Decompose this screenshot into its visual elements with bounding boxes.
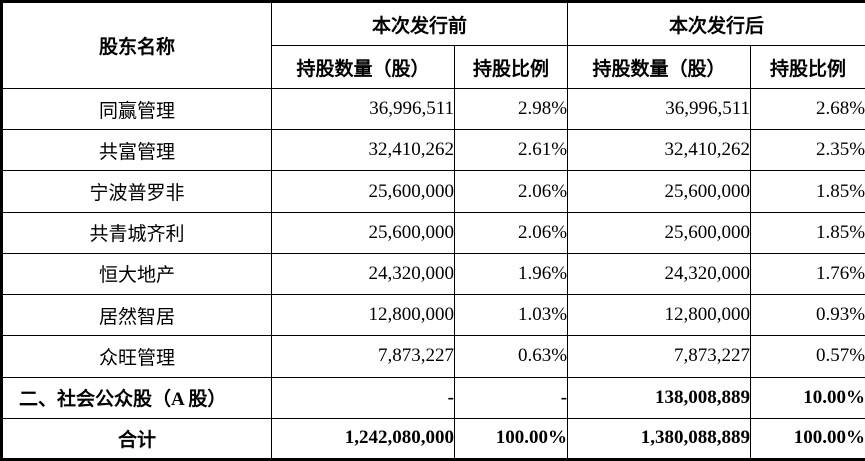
post-ratio-cell: 10.00%	[750, 376, 865, 419]
post-ratio-cell: 2.68%	[750, 87, 865, 131]
shareholder-name-cell: 恒大地产	[1, 252, 272, 296]
pre-shares-cell: 1,242,080,000	[271, 417, 455, 461]
post-shares-cell: 7,873,227	[567, 335, 752, 378]
col-header-post-ratio: 持股比例	[750, 45, 865, 89]
post-ratio-cell: 100.00%	[750, 417, 865, 461]
post-shares-cell: 25,600,000	[567, 170, 752, 213]
post-ratio-cell: 1.85%	[750, 170, 865, 213]
post-shares-cell: 36,996,511	[567, 87, 752, 131]
post-shares-cell: 32,410,262	[567, 129, 752, 172]
col-header-shareholder-name: 股东名称	[1, 1, 272, 89]
post-ratio-cell: 0.57%	[750, 335, 865, 378]
table-row: 恒大地产 24,320,000 1.96% 24,320,000 1.76%	[1, 252, 865, 296]
header-row-top: 股东名称 本次发行前 本次发行后	[1, 1, 865, 89]
pre-ratio-cell: 2.06%	[453, 170, 569, 213]
shareholder-name-cell: 众旺管理	[1, 335, 272, 378]
pre-ratio-cell: 1.03%	[453, 294, 569, 337]
post-shares-cell: 25,600,000	[567, 211, 752, 254]
table-row: 宁波普罗非 25,600,000 2.06% 25,600,000 1.85%	[1, 170, 865, 213]
col-group-header-pre-issue: 本次发行前	[270, 1, 569, 46]
post-shares-cell: 12,800,000	[567, 294, 752, 337]
shareholder-name-cell: 宁波普罗非	[1, 170, 272, 213]
table-row: 同赢管理 36,996,511 2.98% 36,996,511 2.68%	[1, 87, 865, 131]
shareholder-name-cell: 共青城齐利	[1, 211, 272, 254]
pre-ratio-cell: 2.06%	[453, 211, 569, 254]
pre-shares-cell: -	[271, 376, 455, 419]
pre-ratio-cell: 1.96%	[453, 252, 569, 296]
post-ratio-cell: 1.85%	[750, 211, 865, 254]
pre-shares-cell: 7,873,227	[271, 335, 455, 378]
pre-ratio-cell: 0.63%	[453, 335, 569, 378]
pre-shares-cell: 12,800,000	[271, 294, 455, 337]
table-row: 众旺管理 7,873,227 0.63% 7,873,227 0.57%	[1, 335, 865, 378]
col-header-pre-ratio: 持股比例	[453, 45, 569, 89]
pre-shares-cell: 32,410,262	[271, 129, 455, 172]
col-header-pre-shares: 持股数量（股）	[271, 45, 455, 89]
post-shares-cell: 24,320,000	[567, 252, 752, 296]
post-ratio-cell: 0.93%	[750, 294, 865, 337]
shareholder-name-cell: 二、社会公众股（A 股）	[1, 376, 272, 419]
post-shares-cell: 138,008,889	[567, 376, 752, 419]
pre-ratio-cell: -	[453, 376, 569, 419]
table-row-public-shares: 二、社会公众股（A 股） - - 138,008,889 10.00%	[1, 376, 865, 419]
pre-ratio-cell: 100.00%	[453, 417, 569, 461]
shareholder-name-cell: 居然智居	[1, 294, 272, 337]
post-ratio-cell: 2.35%	[750, 129, 865, 172]
pre-ratio-cell: 2.98%	[453, 87, 569, 131]
pre-shares-cell: 25,600,000	[271, 211, 455, 254]
table-row: 居然智居 12,800,000 1.03% 12,800,000 0.93%	[1, 294, 865, 337]
shareholder-name-cell: 共富管理	[1, 129, 272, 172]
shareholder-name-cell: 同赢管理	[1, 87, 272, 131]
post-shares-cell: 1,380,088,889	[567, 417, 752, 461]
pre-shares-cell: 36,996,511	[271, 87, 455, 131]
col-header-post-shares: 持股数量（股）	[567, 45, 752, 89]
post-ratio-cell: 1.76%	[750, 252, 865, 296]
header-row-sub: 持股数量（股） 持股比例 持股数量（股） 持股比例	[2, 45, 865, 89]
pre-shares-cell: 25,600,000	[271, 170, 455, 213]
table-row: 共青城齐利 25,600,000 2.06% 25,600,000 1.85%	[1, 211, 865, 254]
table-row-total: 合计 1,242,080,000 100.00% 1,380,088,889 1…	[1, 417, 865, 461]
pre-shares-cell: 24,320,000	[271, 252, 455, 296]
col-group-header-post-issue: 本次发行后	[567, 1, 865, 46]
pre-ratio-cell: 2.61%	[453, 129, 569, 172]
table-row: 共富管理 32,410,262 2.61% 32,410,262 2.35%	[1, 129, 865, 172]
shareholder-name-cell: 合计	[1, 417, 272, 461]
